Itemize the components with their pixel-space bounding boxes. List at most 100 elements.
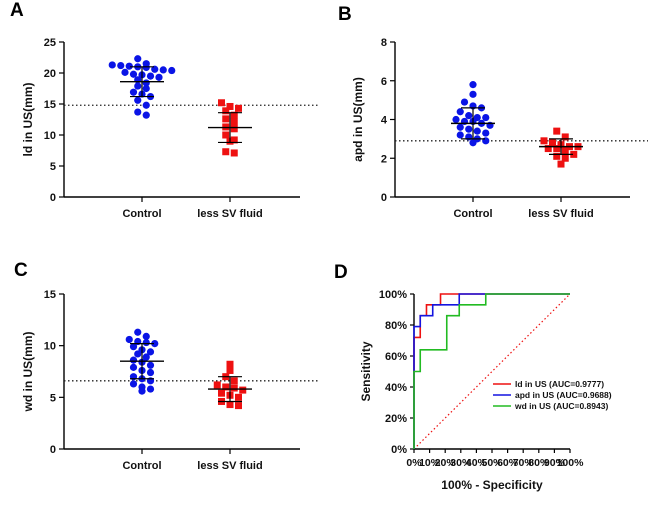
panel-d-x-tick-label: 80% [528, 457, 550, 469]
panel-b-y-tick-label: 0 [381, 192, 387, 204]
panel-c-point-less-sv [235, 402, 242, 410]
panel-d-x-tick-label: 50% [481, 457, 503, 469]
panel-b-point-less-sv [540, 137, 548, 145]
panel-b-point-less-sv [553, 145, 561, 153]
panel-d-x-tick-label: 20% [435, 457, 457, 469]
panel-d-reference-line [413, 293, 571, 450]
panel-a-point-control [168, 66, 176, 75]
panel-a-y-axis-label: ld in US(mm) [21, 82, 35, 156]
panel-d-y-tick-label: 20% [385, 413, 407, 425]
panel-c-point-control [125, 335, 133, 344]
panel-d-y-tick-label: 40% [385, 382, 407, 394]
panel-c-y-tick-label: 10 [44, 341, 56, 353]
panel-d-x-tick-label: 70% [513, 457, 535, 469]
panel-c-category-label: Control [122, 460, 161, 472]
panel-a-point-control [121, 68, 129, 76]
panel-b-point-control [456, 108, 464, 116]
panel-b-point-less-sv [570, 150, 578, 158]
panel-a-point-control [117, 61, 125, 70]
panel-a-point-control [146, 72, 155, 80]
panel-a-point-less-sv [230, 149, 238, 157]
panel-b-point-less-sv [553, 127, 561, 135]
panel-b-point-control [469, 139, 477, 147]
panel-b-point-less-sv [553, 152, 561, 160]
panel-a-point-control [151, 65, 159, 73]
panel-d-x-tick-label: 60% [497, 457, 519, 469]
panel-b-point-control [482, 113, 490, 122]
panel-c-point-control [134, 350, 142, 358]
panel-a-point-control [159, 66, 167, 74]
panel-c-point-less-sv [226, 366, 234, 374]
panel-c-point-less-sv [222, 383, 230, 391]
panel-label-d: D [334, 262, 348, 283]
panel-a-y-tick-label: 10 [44, 130, 56, 142]
panel-c-y-axis-label: wd in US(mm) [21, 331, 35, 412]
panel-c-point-less-sv [235, 393, 242, 401]
panel-b-point-control [469, 90, 477, 98]
panel-d-legend-label: apd in US (AUC=0.9688) [515, 390, 612, 400]
panel-c-y-tick-label: 0 [50, 444, 56, 456]
panel-a-point-less-sv [230, 118, 238, 126]
panel-c-point-less-sv [213, 381, 221, 389]
panel-c-point-control [146, 348, 155, 356]
panel-a-point-less-sv [230, 125, 238, 133]
panel-d-y-tick-label: 60% [385, 351, 407, 363]
panel-b-point-control [452, 115, 460, 124]
panel-b-point-less-sv [549, 139, 556, 147]
panel-a-point-control [155, 73, 163, 81]
panel-c-point-less-sv [226, 401, 234, 409]
panel-d-x-tick-label: 90% [544, 457, 566, 469]
panel-d-roc-curve-1 [413, 293, 570, 449]
panel-b-point-control [460, 98, 469, 106]
panel-c-point-control [138, 387, 146, 395]
panel-a-point-less-sv [222, 148, 230, 156]
panel-b-point-control [469, 81, 477, 89]
panel-a-point-control [108, 61, 116, 69]
panel-b-point-control [473, 127, 481, 135]
panel-a-point-less-sv [222, 107, 230, 115]
panel-b-point-less-sv [561, 147, 569, 154]
panel-c-point-control [129, 363, 138, 371]
panel-a-point-less-sv [222, 131, 230, 139]
panel-a-category-label: less SV fluid [197, 208, 262, 220]
panel-d-roc-curve-2 [413, 293, 570, 449]
panel-b-point-control [456, 123, 464, 131]
panel-c-point-control [142, 332, 150, 340]
panel-c-point-control [129, 343, 138, 351]
panel-b-point-control [465, 112, 473, 120]
panel-c-point-less-sv [230, 384, 238, 392]
panel-label-c: C [14, 260, 28, 281]
panel-a-y-tick-label: 25 [44, 37, 56, 49]
panel-b-point-less-sv [544, 145, 552, 153]
panel-d-x-tick-label: 100% [557, 457, 585, 469]
panel-b-point-less-sv [561, 154, 569, 162]
panel-b-point-control [482, 129, 490, 137]
panel-c-point-less-sv [226, 360, 234, 368]
panel-b-point-less-sv [557, 160, 565, 168]
panel-a-point-control [134, 108, 142, 116]
panel-a-point-less-sv [226, 102, 234, 110]
panel-d-x-axis-label: 100% - Specificity [441, 478, 543, 492]
panel-b-point-control [456, 131, 464, 139]
panel-a-point-control [129, 70, 138, 78]
panel-a-point-less-sv [230, 111, 238, 119]
panel-a-point-control [134, 82, 142, 90]
panel-a-point-less-sv [230, 136, 238, 144]
panel-d-x-tick-label: 30% [450, 457, 472, 469]
panel-c-point-control [129, 356, 138, 364]
panel-c-point-control [129, 380, 138, 388]
panel-c-category-label: less SV fluid [197, 460, 262, 472]
panel-c-y-tick-label: 15 [44, 289, 56, 301]
panel-a-category-label: Control [122, 208, 161, 220]
panel-c-y-tick-label: 5 [50, 392, 56, 404]
panel-label-b: B [338, 4, 352, 25]
panel-a-point-less-sv [222, 115, 230, 123]
panel-a-y-tick-label: 15 [44, 99, 56, 111]
panel-d-x-tick-label: 40% [466, 457, 488, 469]
panel-b-y-tick-label: 8 [381, 37, 387, 49]
panel-a-point-control [125, 62, 133, 70]
panel-d-legend-label: wd in US (AUC=0.8943) [514, 401, 608, 411]
panel-b-point-less-sv [561, 133, 569, 141]
panel-b-y-tick-label: 2 [381, 153, 387, 165]
panel-a-point-control [134, 96, 142, 104]
